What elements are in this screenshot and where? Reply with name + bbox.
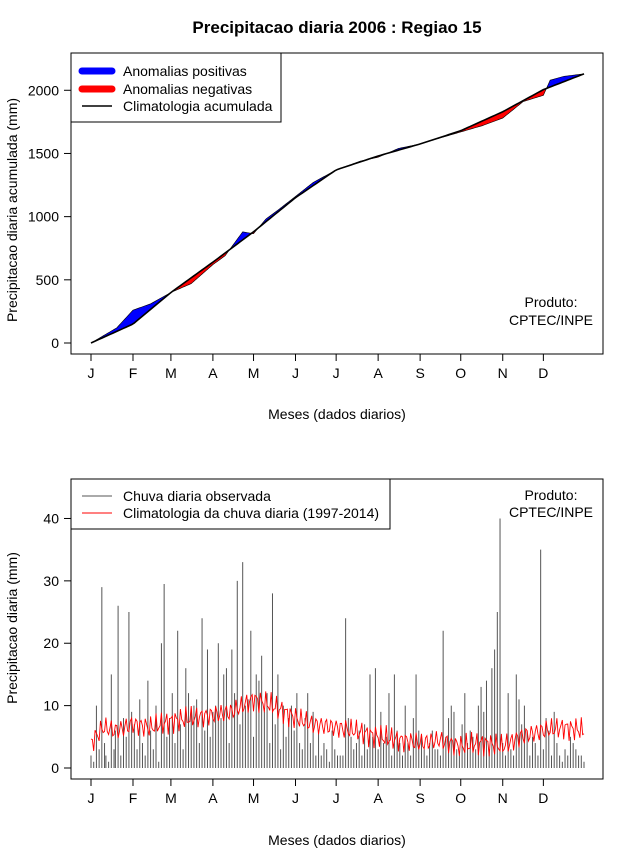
bottom-y-tick-label: 30 (43, 573, 59, 589)
top-x-tick-label: J (333, 365, 340, 381)
top-x-tick-label: N (498, 365, 508, 381)
top-y-axis: 0 500 1000 1500 2000 (28, 82, 72, 351)
climatology-cumulative-line (90, 73, 585, 344)
bottom-x-axis-label: Meses (dados diarios) (268, 832, 406, 848)
bottom-x-tick-label: S (415, 790, 424, 806)
bottom-x-tick-label: J (292, 790, 299, 806)
top-x-tick-label: A (208, 365, 218, 381)
top-x-tick-label: S (415, 365, 424, 381)
top-x-tick-label: M (165, 365, 177, 381)
top-panel: 0 500 1000 1500 2000 J F M A M J J A S O N D Precipitac… (4, 52, 604, 422)
bottom-annotation-line-1: Produto: (525, 487, 578, 503)
top-x-tick-label: F (129, 365, 138, 381)
bottom-x-tick-label: F (129, 790, 138, 806)
bottom-x-tick-label: J (333, 790, 340, 806)
top-annotation-line-1: Produto: (525, 294, 578, 310)
bottom-y-tick-label: 10 (43, 698, 59, 714)
negative-anomaly-area (421, 86, 548, 144)
top-y-tick-label: 0 (51, 335, 59, 351)
top-y-tick-label: 500 (36, 272, 60, 288)
top-x-tick-label: J (88, 365, 95, 381)
legend-label-daily-climatology: Climatologia da chuva diaria (1997-2014) (123, 505, 379, 521)
bottom-x-tick-label: A (208, 790, 218, 806)
daily-climatology-line (90, 691, 585, 757)
top-x-tick-label: D (538, 365, 548, 381)
bottom-x-tick-label: A (373, 790, 383, 806)
top-y-tick-label: 1000 (28, 209, 59, 225)
chart-title: Precipitacao diaria 2006 : Regiao 15 (192, 18, 481, 37)
bottom-climatology-line (90, 691, 585, 757)
bottom-x-tick-label: D (538, 790, 548, 806)
top-series-lines (90, 73, 585, 344)
bottom-x-tick-label: M (248, 790, 260, 806)
legend-label-negative: Anomalias negativas (123, 81, 252, 97)
bottom-y-tick-label: 20 (43, 635, 59, 651)
bottom-x-tick-label: N (498, 790, 508, 806)
legend-label-observed: Chuva diaria observada (123, 488, 271, 504)
bottom-y-axis: 0 10 20 30 40 (43, 510, 72, 776)
bottom-x-tick-label: M (165, 790, 177, 806)
bottom-y-tick-label: 0 (51, 760, 59, 776)
bottom-x-tick-label: J (88, 790, 95, 806)
bottom-annotation-line-2: CPTEC/INPE (509, 504, 593, 520)
bottom-panel: 0 10 20 30 40 J F M A M J J A S O N D Precipitacao diar… (4, 478, 604, 848)
top-x-tick-label: M (248, 365, 260, 381)
top-y-axis-label: Precipitacao diaria acumulada (mm) (4, 98, 20, 322)
bottom-observed-bars (90, 518, 585, 768)
top-y-tick-label: 2000 (28, 82, 59, 98)
bottom-legend-box (70, 478, 391, 530)
bottom-x-tick-label: O (455, 790, 466, 806)
top-annotation-line-2: CPTEC/INPE (509, 312, 593, 328)
legend-label-positive: Anomalias positivas (123, 63, 247, 79)
top-x-axis-label: Meses (dados diarios) (268, 406, 406, 422)
bottom-y-tick-label: 40 (43, 510, 59, 526)
top-x-tick-label: A (373, 365, 383, 381)
top-y-tick-label: 1500 (28, 145, 59, 161)
bottom-legend: Chuva diaria observada Climatologia da c… (70, 478, 391, 530)
positive-anomaly-area (258, 159, 368, 229)
top-x-tick-label: J (292, 365, 299, 381)
bottom-y-axis-label: Precipitacao diaria (mm) (4, 552, 20, 704)
legend-label-climatology: Climatologia acumulada (123, 98, 273, 114)
top-x-tick-label: O (455, 365, 466, 381)
top-legend: Anomalias positivas Anomalias negativas … (70, 52, 282, 123)
positive-anomaly-area (90, 290, 173, 344)
